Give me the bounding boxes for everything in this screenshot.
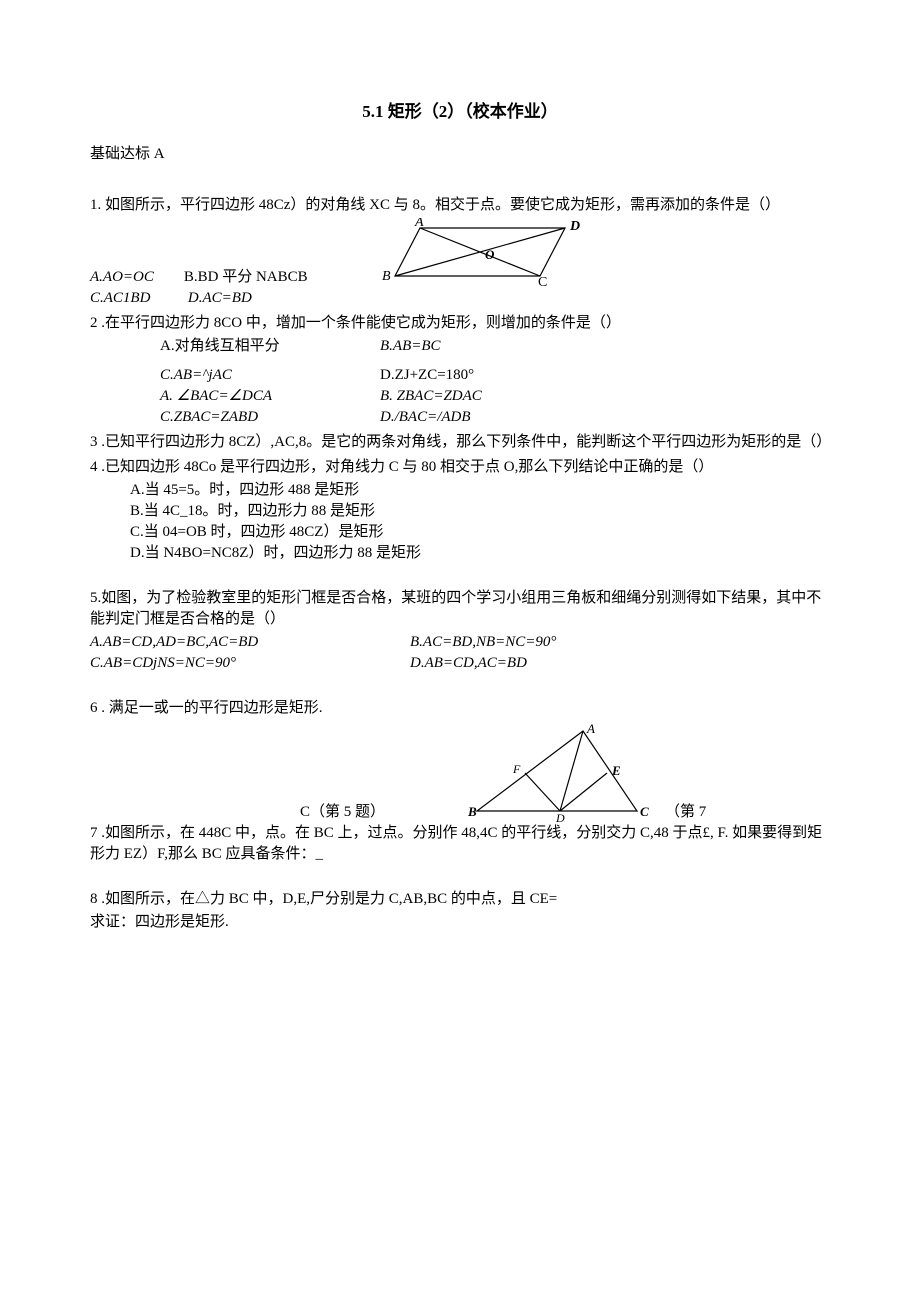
- q7-stem: 7 .如图所示，在 448C 中，点。在 BC 上，过点。分别作 48,4C 的…: [90, 823, 830, 865]
- svg-text:C: C: [538, 275, 547, 288]
- q2-stem: 2 .在平行四边形力 8CO 中，增加一个条件能使它成为矩形，则增加的条件是（）: [90, 313, 830, 334]
- q5-option-c: C.AB=CDjNS=NC=90°: [90, 653, 410, 674]
- svg-text:A: A: [586, 723, 595, 736]
- q2-row1b: B.AB=BC: [380, 336, 441, 357]
- q2-row4b: D./BAC=/ADB: [380, 407, 471, 428]
- svg-text:B: B: [467, 804, 477, 819]
- question-8: 8 .如图所示，在△力 BC 中，D,E,尸分别是力 C,AB,BC 的中点，且…: [90, 889, 830, 933]
- q7-figure: A B C D E F: [465, 723, 655, 823]
- question-4: 4 .已知四边形 48Co 是平行四边形，对角线力 C 与 80 相交于点 O,…: [90, 457, 830, 564]
- question-7: 7 .如图所示，在 448C 中，点。在 BC 上，过点。分别作 48,4C 的…: [90, 823, 830, 865]
- q2-row2a: C.AB=^jAC: [160, 365, 380, 386]
- question-1: 1. 如图所示，平行四边形 48Cz）的对角线 XC 与 8。相交于点。要使它成…: [90, 195, 830, 309]
- q5-option-a: A.AB=CD,AD=BC,AC=BD: [90, 632, 410, 653]
- q5-option-d: D.AB=CD,AC=BD: [410, 653, 527, 674]
- q1-figure: A D B C O: [370, 218, 600, 288]
- q5-option-b: B.AC=BD,NB=NC=90°: [410, 632, 556, 653]
- question-3: 3 .已知平行四边形力 8CZ）,AC,8。是它的两条对角线，那么下列条件中，能…: [90, 432, 830, 453]
- q2-row1a: A.对角线互相平分: [160, 336, 380, 357]
- svg-text:E: E: [611, 763, 621, 778]
- svg-text:C: C: [640, 804, 649, 819]
- q6-stem: 6 . 满足一或一的平行四边形是矩形.: [90, 698, 830, 719]
- caption-7: （第 7: [665, 802, 706, 823]
- svg-text:B: B: [382, 269, 391, 284]
- svg-text:A: A: [414, 218, 424, 230]
- q4-stem: 4 .已知四边形 48Co 是平行四边形，对角线力 C 与 80 相交于点 O,…: [90, 457, 830, 478]
- q3-stem: 3 .已知平行四边形力 8CZ）,AC,8。是它的两条对角线，那么下列条件中，能…: [90, 432, 830, 453]
- q1-option-a: A.AO=OC: [90, 267, 154, 288]
- q2-row4a: C.ZBAC=ZABD: [160, 407, 380, 428]
- q4-option-d: D.当 N4BO=NC8Z）时，四边形力 88 是矩形: [130, 543, 830, 564]
- svg-text:D: D: [555, 811, 565, 823]
- q2-row3b: B. ZBAC=ZDAC: [380, 386, 482, 407]
- question-5: 5.如图，为了检验教室里的矩形门框是否合格，某班的四个学习小组用三角板和细绳分别…: [90, 588, 830, 674]
- svg-text:F: F: [512, 762, 521, 776]
- q1-option-c: C.AC1BD: [90, 290, 150, 306]
- caption-row: C（第 5 题） A B C D E F （第 7: [90, 723, 830, 823]
- question-6: 6 . 满足一或一的平行四边形是矩形.: [90, 698, 830, 719]
- q1-option-b: B.BD 平分 NABCB: [184, 267, 308, 288]
- caption-5: C（第 5 题）: [300, 802, 385, 823]
- q4-option-a: A.当 45=5。时，四边形 488 是矩形: [130, 480, 830, 501]
- q8-stem2: 求证：四边形是矩形.: [90, 912, 830, 933]
- q1-stem: 1. 如图所示，平行四边形 48Cz）的对角线 XC 与 8。相交于点。要使它成…: [90, 195, 830, 216]
- q4-option-c: C.当 04=OB 时，四边形 48CZ）是矩形: [130, 522, 830, 543]
- section-label: 基础达标 A: [90, 144, 830, 165]
- q1-option-d: D.AC=BD: [188, 290, 252, 306]
- q8-stem1: 8 .如图所示，在△力 BC 中，D,E,尸分别是力 C,AB,BC 的中点，且…: [90, 889, 830, 910]
- q5-stem: 5.如图，为了检验教室里的矩形门框是否合格，某班的四个学习小组用三角板和细绳分别…: [90, 588, 830, 630]
- question-2: 2 .在平行四边形力 8CO 中，增加一个条件能使它成为矩形，则增加的条件是（）…: [90, 313, 830, 428]
- q4-option-b: B.当 4C_18。时，四边形力 88 是矩形: [130, 501, 830, 522]
- q2-row2b: D.ZJ+ZC=180°: [380, 365, 474, 386]
- q2-row3a: A. ∠BAC=∠DCA: [160, 386, 380, 407]
- svg-text:O: O: [485, 247, 495, 262]
- page-title: 5.1 矩形（2）（校本作业）: [90, 100, 830, 124]
- svg-text:D: D: [569, 219, 580, 234]
